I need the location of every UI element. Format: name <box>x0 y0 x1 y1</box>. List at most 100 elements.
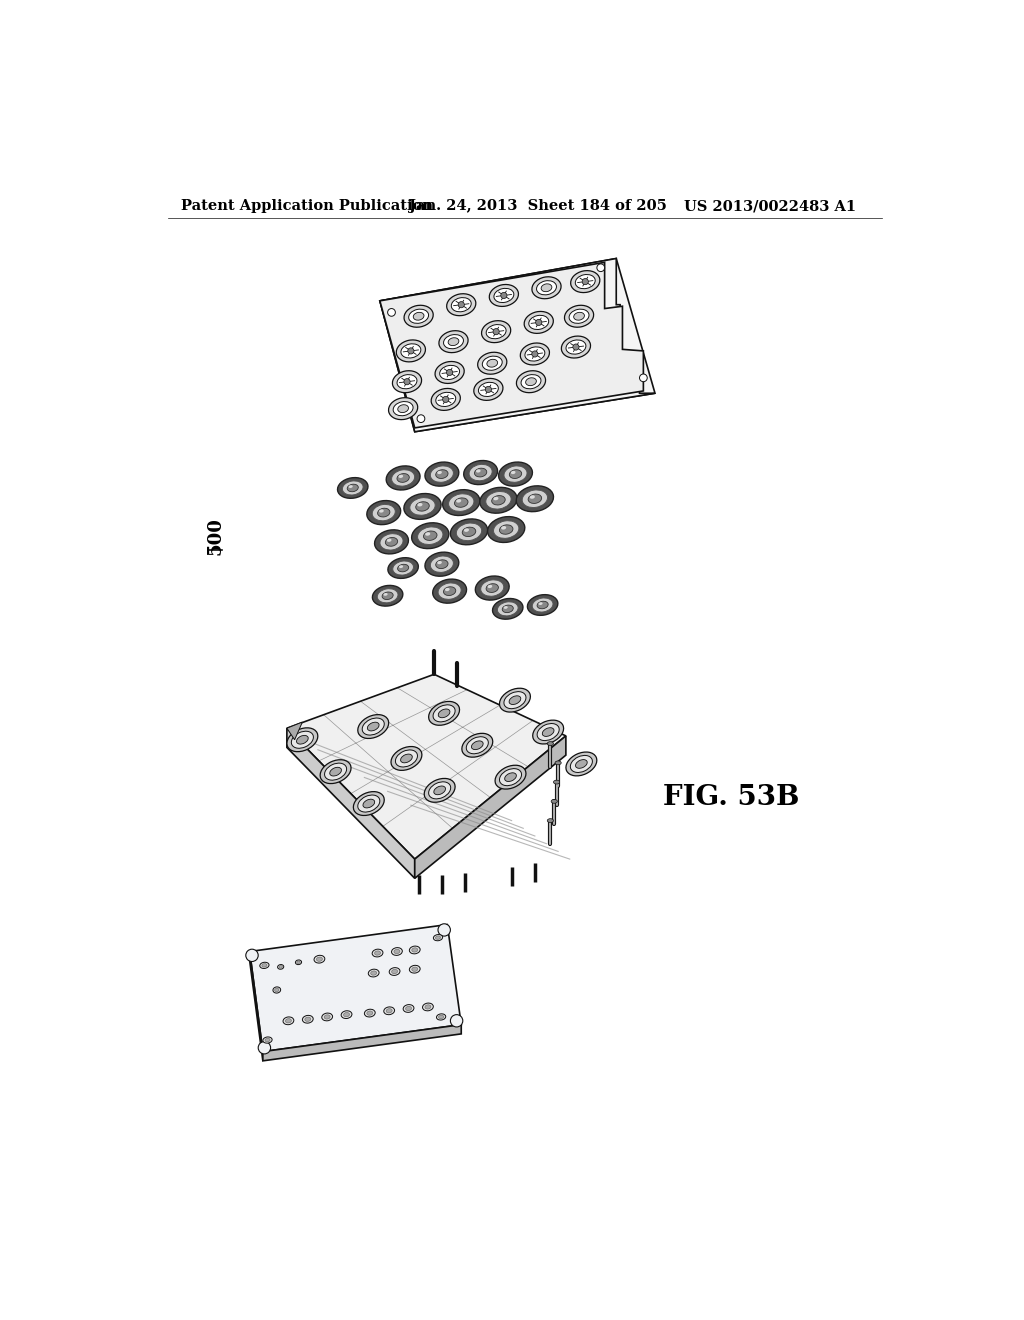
Ellipse shape <box>494 520 519 539</box>
Ellipse shape <box>438 709 450 718</box>
Ellipse shape <box>412 968 418 972</box>
Ellipse shape <box>495 766 526 789</box>
Circle shape <box>493 329 500 335</box>
Ellipse shape <box>397 405 409 413</box>
Circle shape <box>536 319 542 326</box>
Ellipse shape <box>362 799 375 808</box>
Ellipse shape <box>330 767 341 776</box>
Ellipse shape <box>392 371 422 392</box>
Ellipse shape <box>455 498 468 507</box>
Ellipse shape <box>342 480 364 495</box>
Ellipse shape <box>435 936 440 940</box>
Ellipse shape <box>543 727 554 737</box>
Ellipse shape <box>487 516 525 543</box>
Ellipse shape <box>404 305 433 327</box>
Ellipse shape <box>379 510 384 512</box>
Ellipse shape <box>367 500 400 524</box>
Ellipse shape <box>532 721 563 744</box>
Ellipse shape <box>430 466 454 482</box>
Text: US 2013/0022483 A1: US 2013/0022483 A1 <box>684 199 856 213</box>
Ellipse shape <box>295 960 302 965</box>
Circle shape <box>451 1015 463 1027</box>
Ellipse shape <box>297 961 300 964</box>
Circle shape <box>388 309 395 317</box>
Ellipse shape <box>430 556 454 573</box>
Ellipse shape <box>388 397 418 420</box>
Ellipse shape <box>433 935 442 941</box>
Ellipse shape <box>464 461 498 484</box>
Ellipse shape <box>555 760 561 764</box>
Ellipse shape <box>487 585 493 589</box>
Ellipse shape <box>388 557 419 578</box>
Ellipse shape <box>353 792 384 816</box>
Ellipse shape <box>486 583 499 593</box>
Ellipse shape <box>477 352 507 374</box>
Ellipse shape <box>525 347 545 362</box>
Text: Jan. 24, 2013  Sheet 184 of 205: Jan. 24, 2013 Sheet 184 of 205 <box>409 199 667 213</box>
Ellipse shape <box>375 950 381 956</box>
Ellipse shape <box>525 378 537 385</box>
Ellipse shape <box>398 475 403 478</box>
Ellipse shape <box>500 768 521 785</box>
Ellipse shape <box>516 371 546 392</box>
Ellipse shape <box>278 965 284 969</box>
Ellipse shape <box>466 737 488 754</box>
Polygon shape <box>250 952 263 1061</box>
Ellipse shape <box>286 1019 292 1023</box>
Ellipse shape <box>522 490 548 508</box>
Ellipse shape <box>511 471 515 474</box>
Ellipse shape <box>505 772 516 781</box>
Ellipse shape <box>424 779 455 803</box>
Ellipse shape <box>439 331 468 352</box>
Ellipse shape <box>502 605 513 612</box>
Ellipse shape <box>485 491 511 510</box>
Ellipse shape <box>393 561 414 576</box>
Ellipse shape <box>566 752 597 776</box>
Ellipse shape <box>541 284 552 292</box>
Ellipse shape <box>385 537 397 546</box>
Ellipse shape <box>570 271 600 293</box>
Ellipse shape <box>481 321 511 343</box>
Ellipse shape <box>451 519 487 545</box>
Ellipse shape <box>575 275 595 289</box>
Ellipse shape <box>493 598 523 619</box>
Ellipse shape <box>449 494 474 511</box>
Ellipse shape <box>287 727 317 751</box>
Polygon shape <box>250 924 461 1052</box>
Ellipse shape <box>494 496 499 500</box>
Ellipse shape <box>425 552 459 577</box>
Ellipse shape <box>457 523 481 541</box>
Ellipse shape <box>391 948 402 956</box>
Text: Patent Application Publication: Patent Application Publication <box>180 199 433 213</box>
Ellipse shape <box>474 469 486 477</box>
Ellipse shape <box>480 487 517 513</box>
Ellipse shape <box>527 594 558 615</box>
Ellipse shape <box>410 946 420 954</box>
Ellipse shape <box>357 714 389 738</box>
Ellipse shape <box>283 1016 294 1024</box>
Ellipse shape <box>357 795 380 812</box>
Ellipse shape <box>386 1008 392 1012</box>
Ellipse shape <box>538 723 559 741</box>
Ellipse shape <box>480 579 504 597</box>
Ellipse shape <box>368 722 379 731</box>
Circle shape <box>485 387 492 392</box>
Circle shape <box>442 396 449 403</box>
Ellipse shape <box>539 602 543 605</box>
Ellipse shape <box>469 465 493 480</box>
Ellipse shape <box>322 1012 333 1020</box>
Ellipse shape <box>504 466 527 482</box>
Ellipse shape <box>395 750 418 767</box>
Ellipse shape <box>292 731 313 748</box>
Circle shape <box>572 345 579 350</box>
Ellipse shape <box>425 462 459 486</box>
Polygon shape <box>415 737 566 878</box>
Ellipse shape <box>263 1038 272 1043</box>
Polygon shape <box>287 722 302 739</box>
Ellipse shape <box>348 486 352 488</box>
Ellipse shape <box>391 969 397 974</box>
Ellipse shape <box>372 504 395 521</box>
Ellipse shape <box>437 471 442 474</box>
Ellipse shape <box>475 576 509 601</box>
Ellipse shape <box>478 383 499 396</box>
